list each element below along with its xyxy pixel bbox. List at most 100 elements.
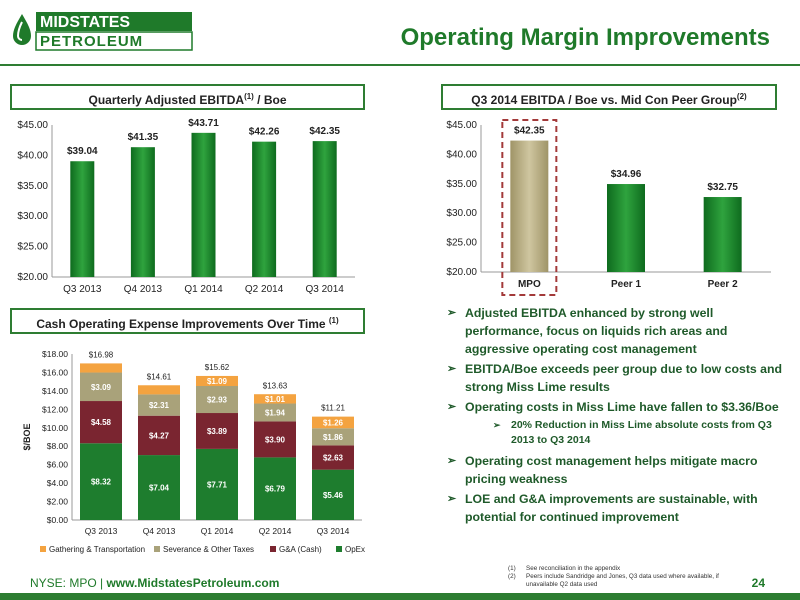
y-tick-label: $20.00 <box>446 267 477 278</box>
segment-label: $2.63 <box>323 454 344 463</box>
y-tick-label: $25.00 <box>17 242 48 253</box>
y-tick-label: $14.00 <box>42 386 68 396</box>
y-tick-label: $25.00 <box>446 238 477 249</box>
bullet-text: Adjusted EBITDA enhanced by strong well … <box>465 306 728 356</box>
y-tick-label: $16.00 <box>42 367 68 377</box>
bullet-item: ➢ LOE and G&A improvements are sustainabl… <box>445 490 790 526</box>
total-label: $15.62 <box>205 363 230 372</box>
segment-label: $4.27 <box>149 431 170 440</box>
arrow-bullet-icon: ➢ <box>447 307 457 319</box>
bar-segment <box>254 394 296 404</box>
panel3-title-sup: (1) <box>328 316 339 325</box>
y-tick-label: $30.00 <box>446 208 477 219</box>
y-tick-label: $45.00 <box>446 120 477 131</box>
footnotes: (1) See reconciliation in the appendix (2… <box>508 565 748 589</box>
panel3-title-text: Cash Operating Expense Improvements Over… <box>36 317 329 331</box>
footer-bar <box>0 593 800 600</box>
segment-label: $4.58 <box>91 418 112 427</box>
segment-label: $1.09 <box>207 377 228 386</box>
midstates-logo: MIDSTATES PETROLEUM <box>8 10 196 52</box>
footnote: (1) See reconciliation in the appendix <box>508 565 748 573</box>
arrow-bullet-icon: ➢ <box>447 401 457 413</box>
logo-line2: PETROLEUM <box>40 33 143 50</box>
data-label: $42.35 <box>514 126 545 137</box>
bar-segment <box>312 428 354 446</box>
y-tick-label: $45.00 <box>17 120 48 131</box>
bar-segment <box>254 421 296 458</box>
y-tick-label: $6.00 <box>47 460 69 470</box>
y-tick-label: $40.00 <box>446 149 477 160</box>
data-label: $42.35 <box>309 126 340 137</box>
x-tick-label: Q3 2014 <box>306 284 345 295</box>
legend-label: Severance & Other Taxes <box>163 545 254 554</box>
x-tick-label: Peer 1 <box>611 279 641 290</box>
bar-segment <box>80 401 122 444</box>
x-tick-label: Q3 2013 <box>85 526 118 536</box>
bar-segment <box>80 443 122 520</box>
bar <box>510 140 549 272</box>
bar <box>252 141 277 277</box>
total-label: $14.61 <box>147 372 172 381</box>
bar-segment <box>196 413 238 449</box>
data-label: $34.96 <box>611 169 642 180</box>
footer-text: NYSE: MPO | www.MidstatesPetroleum.com <box>30 576 279 590</box>
segment-label: $2.31 <box>149 401 170 410</box>
footnote-number: (2) <box>508 573 516 580</box>
sub-bullet-item: ➢ 20% Reduction in Miss Lime absolute cos… <box>445 418 790 448</box>
bar-segment <box>138 394 180 416</box>
data-label: $39.04 <box>67 146 98 157</box>
y-tick-label: $0.00 <box>47 515 69 525</box>
panel2-title-text: Q3 2014 EBITDA / Boe vs. Mid Con Peer Gr… <box>471 93 737 107</box>
bullet-list: ➢ Adjusted EBITDA enhanced by strong well… <box>445 304 790 528</box>
footer-ticker: NYSE: MPO | <box>30 576 107 590</box>
panel3-title: Cash Operating Expense Improvements Over… <box>10 308 365 334</box>
bar-segment <box>138 455 180 520</box>
bullet-item: ➢ Adjusted EBITDA enhanced by strong well… <box>445 304 790 358</box>
x-tick-label: Q3 2014 <box>317 526 350 536</box>
footer-url[interactable]: www.MidstatesPetroleum.com <box>106 576 280 590</box>
legend-swatch <box>270 546 276 552</box>
footnote-text: Peers include Sandridge and Jones, Q3 da… <box>526 573 719 588</box>
panel1-title: Quarterly Adjusted EBITDA(1) / Boe <box>10 84 365 110</box>
panel1-title-text: Quarterly Adjusted EBITDA <box>88 93 245 107</box>
arrow-bullet-icon: ➢ <box>493 420 501 430</box>
segment-label: $1.01 <box>265 395 286 404</box>
total-label: $11.21 <box>321 404 345 413</box>
bar <box>191 132 216 277</box>
y-tick-label: $20.00 <box>17 272 48 283</box>
y-tick-label: $40.00 <box>17 150 48 161</box>
segment-label: $1.94 <box>265 408 286 417</box>
total-label: $16.98 <box>89 350 114 359</box>
footnote-number: (1) <box>508 565 516 572</box>
bar-segment <box>254 403 296 422</box>
x-tick-label: MPO <box>518 279 541 290</box>
ebitda-quarterly-chart: $20.00 $25.00 $30.00 $35.00 $40.00 $45.00 $39.… <box>17 118 355 295</box>
segment-label: $3.89 <box>207 427 228 436</box>
segment-label: $3.09 <box>91 383 112 392</box>
arrow-bullet-icon: ➢ <box>447 363 457 375</box>
bullet-item: ➢ Operating costs in Miss Lime have falle… <box>445 398 790 416</box>
bar-segment <box>312 445 354 470</box>
bar <box>130 147 155 277</box>
panel1-title-suffix: / Boe <box>253 93 287 107</box>
bar <box>70 161 95 277</box>
x-tick-label: Q3 2013 <box>63 284 102 295</box>
x-tick-label: Q1 2014 <box>201 526 234 536</box>
bar-segment <box>312 416 354 429</box>
segment-label: $1.26 <box>323 418 344 427</box>
bar-segment <box>196 375 238 387</box>
bar-segment <box>80 363 122 373</box>
y-tick-label: $8.00 <box>47 441 69 451</box>
legend-swatch <box>336 546 342 552</box>
bar-segment <box>196 448 238 520</box>
data-label: $43.71 <box>188 118 219 129</box>
footnote: (2) Peers include Sandridge and Jones, Q3… <box>508 573 748 589</box>
y-tick-label: $30.00 <box>17 211 48 222</box>
bar <box>703 197 742 272</box>
x-tick-label: Q4 2013 <box>124 284 163 295</box>
segment-label: $6.79 <box>265 485 286 494</box>
legend-label: Gathering & Transportation <box>49 545 145 554</box>
panel2-title-sup: (2) <box>736 92 747 101</box>
y-tick-label: $4.00 <box>47 478 69 488</box>
arrow-bullet-icon: ➢ <box>447 455 457 467</box>
